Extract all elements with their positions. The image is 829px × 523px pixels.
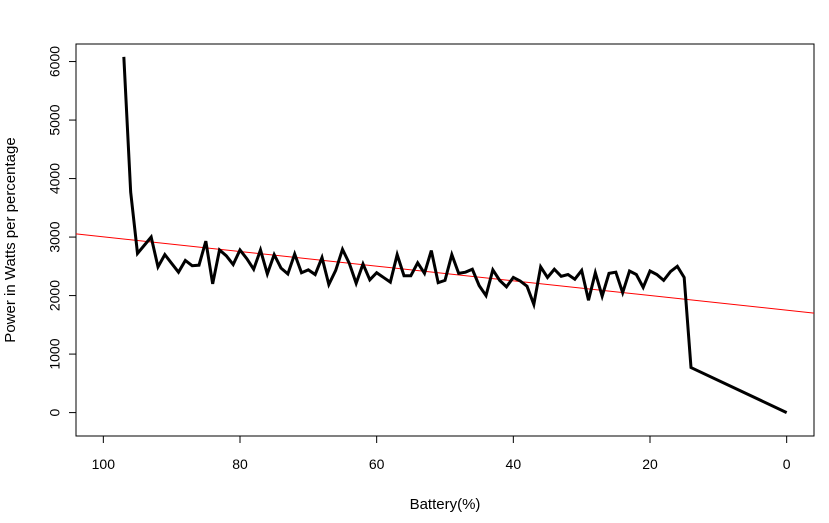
x-tick-label: 100 [92, 456, 116, 472]
x-axis-label: Battery(%) [410, 496, 481, 513]
x-tick-label: 40 [506, 456, 522, 472]
y-tick-label: 0 [47, 408, 63, 416]
y-axis-label: Power in Watts per percentage [2, 137, 19, 342]
y-tick-label: 4000 [47, 163, 63, 194]
y-axis: 0 1000 2000 3000 4000 5000 6000 [47, 46, 77, 416]
y-tick-label: 2000 [47, 280, 63, 311]
y-tick-label: 3000 [47, 221, 63, 252]
plot-area [76, 56, 814, 414]
x-tick-label: 0 [783, 456, 791, 472]
y-tick-label: 1000 [47, 338, 63, 369]
x-tick-label: 80 [232, 456, 248, 472]
y-tick-label: 5000 [47, 104, 63, 135]
power-series-line [122, 56, 788, 414]
y-tick-label: 6000 [47, 46, 63, 77]
x-axis: 100 80 60 40 20 0 [92, 435, 791, 472]
x-tick-label: 20 [642, 456, 658, 472]
x-tick-label: 60 [369, 456, 385, 472]
trend-line [76, 233, 814, 314]
